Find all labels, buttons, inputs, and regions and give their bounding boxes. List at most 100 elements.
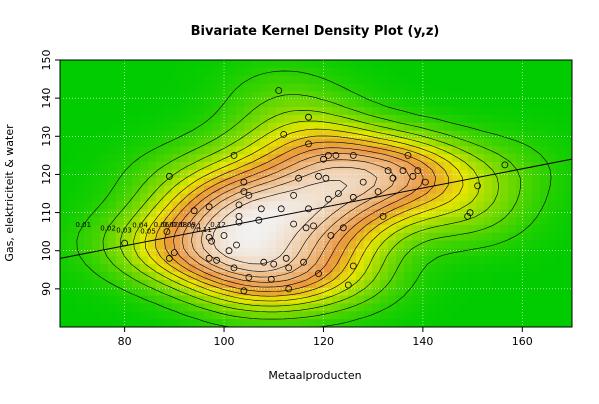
density-cell [340, 91, 349, 100]
density-cell [236, 319, 245, 327]
density-cell [324, 264, 333, 273]
density-cell [68, 185, 77, 195]
density-cell [204, 146, 213, 155]
density-cell [548, 60, 557, 69]
density-cell [348, 279, 357, 289]
density-cell [292, 217, 301, 226]
density-cell [124, 209, 133, 218]
density-cell [60, 272, 69, 281]
density-cell [156, 319, 165, 327]
density-cell [548, 75, 557, 85]
density-cell [196, 99, 205, 108]
density-cell [524, 319, 533, 327]
density-cell [492, 217, 501, 226]
density-cell [76, 107, 85, 116]
density-cell [348, 287, 357, 297]
density-cell [124, 114, 133, 124]
density-cell [564, 295, 572, 305]
density-cell [84, 279, 93, 289]
density-cell [100, 91, 109, 100]
density-cell [156, 217, 165, 226]
density-cell [460, 75, 469, 85]
density-cell [300, 248, 309, 257]
density-cell [532, 272, 541, 281]
density-cell [68, 311, 77, 320]
density-cell [332, 185, 341, 195]
density-cell [140, 224, 149, 234]
density-cell [268, 154, 277, 163]
density-cell [164, 146, 173, 155]
density-cell [124, 185, 133, 195]
density-cell [68, 107, 77, 116]
density-cell [244, 60, 253, 69]
density-cell [164, 287, 173, 297]
density-cell [404, 146, 413, 155]
density-cell [308, 114, 317, 124]
density-cell [188, 224, 197, 234]
density-cell [300, 67, 309, 77]
density-cell [452, 240, 461, 250]
density-cell [124, 319, 133, 327]
density-cell [332, 177, 341, 187]
density-cell [172, 319, 181, 327]
density-cell [84, 114, 93, 124]
density-cell [300, 311, 309, 320]
density-cell [460, 91, 469, 100]
density-cell [404, 138, 413, 147]
density-cell [556, 287, 565, 297]
density-cell [388, 162, 397, 171]
density-cell [172, 107, 181, 116]
density-cell [124, 272, 133, 281]
scatter-point [285, 285, 293, 293]
density-cell [436, 264, 445, 273]
density-cell [180, 287, 189, 297]
density-cell [340, 122, 349, 132]
density-cell [132, 287, 141, 297]
density-cell [276, 130, 285, 140]
density-cell [420, 303, 429, 312]
density-cell [180, 264, 189, 273]
density-cell [372, 217, 381, 226]
density-cell [420, 154, 429, 163]
density-cell [412, 122, 421, 132]
density-cell [444, 201, 453, 210]
density-cell [244, 107, 253, 116]
density-cell [388, 193, 397, 202]
density-cell [236, 130, 245, 140]
density-cell [108, 201, 117, 210]
density-cell [548, 185, 557, 195]
density-cell [332, 67, 341, 77]
density-cell [396, 224, 405, 234]
density-cell [60, 287, 69, 297]
density-cell [260, 99, 269, 108]
density-cell [388, 114, 397, 124]
scatter-point [324, 195, 332, 203]
density-cell [428, 232, 437, 242]
density-cell [308, 67, 317, 77]
density-cell [364, 83, 373, 93]
density-cell [532, 264, 541, 273]
density-cell [172, 264, 181, 273]
density-cell [316, 217, 325, 226]
density-cell [68, 75, 77, 85]
density-cell [364, 122, 373, 132]
density-cell [316, 67, 325, 77]
density-cell [420, 272, 429, 281]
density-cell [148, 256, 157, 265]
density-cell [84, 154, 93, 163]
density-cell [388, 169, 397, 179]
density-cell [532, 75, 541, 85]
density-cell [332, 232, 341, 242]
density-cell [452, 75, 461, 85]
density-cell [244, 177, 253, 187]
scatter-point [399, 167, 407, 175]
density-cell [268, 193, 277, 202]
density-cell [124, 217, 133, 226]
density-cell [284, 303, 293, 312]
density-cell [564, 287, 572, 297]
density-cell [284, 107, 293, 116]
density-cell [300, 122, 309, 132]
density-cell [468, 114, 477, 124]
density-cell [292, 177, 301, 187]
density-cell [252, 193, 261, 202]
